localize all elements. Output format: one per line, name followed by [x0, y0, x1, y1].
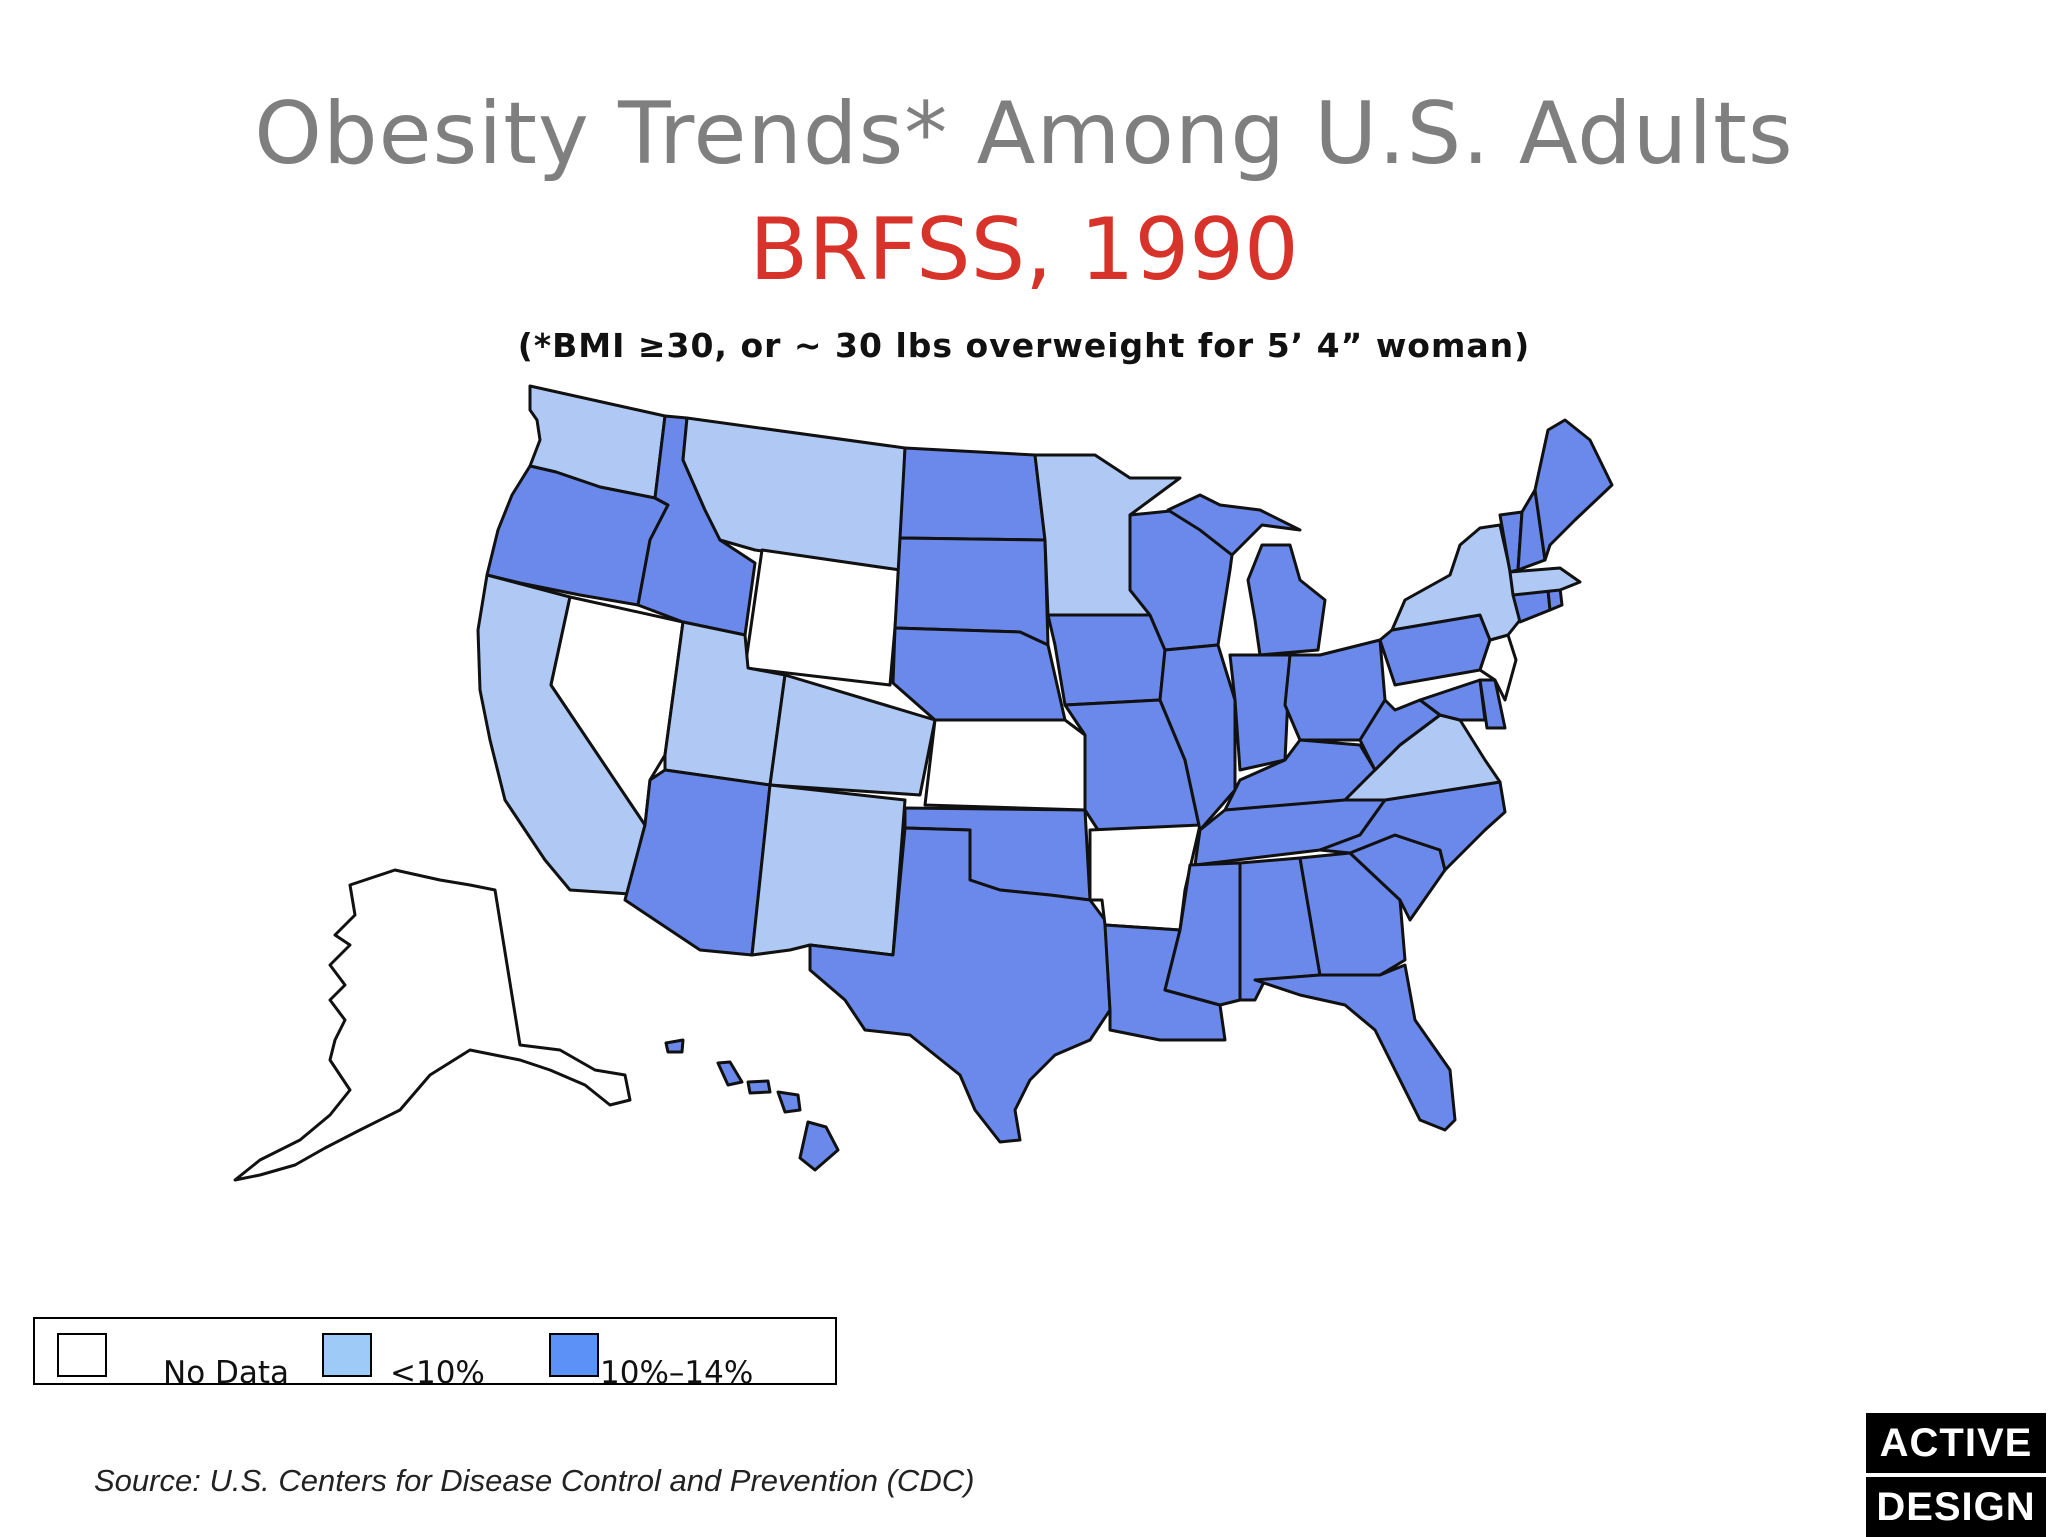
map-subtitle: BRFSS, 1990: [749, 200, 1299, 300]
state-IN: [1228, 653, 1292, 772]
state-NC: [1318, 780, 1507, 872]
state-MI: [1246, 543, 1327, 657]
state-WY: [743, 548, 902, 687]
state-NM: [750, 783, 907, 957]
state-NE: [891, 626, 1067, 722]
legend-swatch-10-14: [549, 1333, 599, 1377]
legend-label-under-10: <10%: [390, 1355, 485, 1391]
state-FL: [1253, 963, 1457, 1132]
logo-line-1: ACTIVE: [1879, 1421, 2033, 1465]
state-MI-UP: [1166, 493, 1302, 557]
map-title: Obesity Trends* Among U.S. Adults: [254, 84, 1794, 184]
state-DE: [1478, 678, 1507, 730]
legend-label-no-data: No Data: [163, 1355, 290, 1391]
source-citation: Source: U.S. Centers for Disease Control…: [94, 1463, 975, 1498]
bmi-footnote: (*BMI ≥30, or ~ 30 lbs overweight for 5’…: [517, 326, 1531, 365]
state-KS: [923, 718, 1087, 812]
logo-line-2: DESIGN: [1876, 1485, 2036, 1529]
state-MD: [1418, 678, 1487, 722]
legend-swatch-under-10: [322, 1333, 372, 1377]
state-AK: [233, 868, 632, 1182]
state-ME: [1533, 418, 1614, 562]
state-TX: [808, 826, 1112, 1144]
state-CO: [768, 673, 937, 797]
map-legend: No Data <10% 10%–14%: [33, 1317, 837, 1391]
legend-label-10-14: 10%–14%: [600, 1355, 754, 1391]
state-ND: [898, 446, 1047, 542]
state-IA: [1046, 613, 1167, 707]
active-design-logo: ACTIVE DESIGN: [1866, 1413, 2046, 1537]
logo-divider: [1866, 1473, 2046, 1477]
state-IL: [1158, 643, 1237, 832]
state-AZ: [623, 768, 772, 957]
legend-swatch-no-data: [57, 1333, 107, 1377]
state-HI: [664, 1038, 840, 1172]
state-MA: [1508, 566, 1582, 597]
